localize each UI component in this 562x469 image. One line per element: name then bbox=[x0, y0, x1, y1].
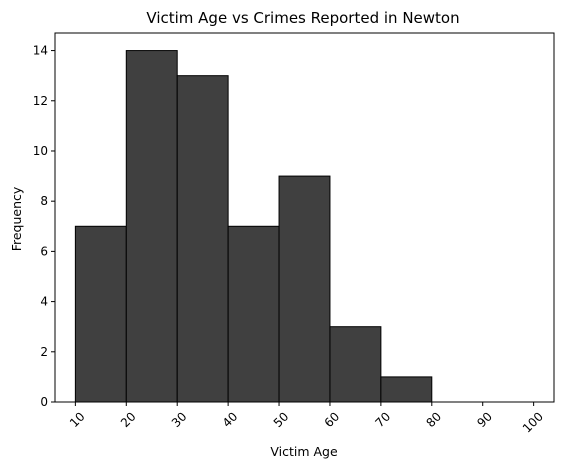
x-tick-label-3: 40 bbox=[220, 409, 241, 430]
y-tick-label-7: 14 bbox=[33, 44, 48, 58]
x-tick-label-2: 30 bbox=[169, 409, 190, 430]
x-tick-label-8: 90 bbox=[474, 409, 495, 430]
x-tick-label-4: 50 bbox=[271, 409, 292, 430]
y-tick-label-3: 6 bbox=[40, 244, 48, 258]
y-tick-label-4: 8 bbox=[40, 194, 48, 208]
chart-title: Victim Age vs Crimes Reported in Newton bbox=[146, 9, 459, 27]
x-tick-label-1: 20 bbox=[118, 409, 139, 430]
plot-frame bbox=[54, 32, 555, 403]
histogram-bar-4 bbox=[278, 175, 331, 403]
x-tick-label-7: 80 bbox=[423, 409, 444, 430]
histogram-bar-6 bbox=[380, 376, 433, 403]
y-tick-label-1: 2 bbox=[40, 345, 48, 359]
bars-group bbox=[74, 50, 433, 403]
x-tick-label-0: 10 bbox=[67, 409, 88, 430]
y-tick-label-6: 12 bbox=[33, 94, 48, 108]
histogram-bar-5 bbox=[329, 326, 382, 403]
x-tick-label-9: 100 bbox=[520, 409, 546, 435]
y-tick-label-0: 0 bbox=[40, 395, 48, 409]
x-tick-label-6: 70 bbox=[373, 409, 394, 430]
x-axis: 10 20 30 40 50 60 70 80 90 100 bbox=[67, 402, 546, 436]
y-tick-label-5: 10 bbox=[33, 144, 48, 158]
histogram-bar-3 bbox=[227, 225, 280, 403]
y-axis: 0 2 4 6 8 10 12 14 bbox=[33, 44, 55, 409]
histogram-bar-0 bbox=[74, 225, 127, 403]
x-tick-label-5: 60 bbox=[322, 409, 343, 430]
x-axis-label: Victim Age bbox=[270, 444, 338, 459]
y-axis-label: Frequency bbox=[9, 186, 24, 251]
y-tick-label-2: 4 bbox=[40, 295, 48, 309]
histogram-bar-1 bbox=[125, 50, 178, 403]
histogram-bar-2 bbox=[176, 75, 229, 403]
